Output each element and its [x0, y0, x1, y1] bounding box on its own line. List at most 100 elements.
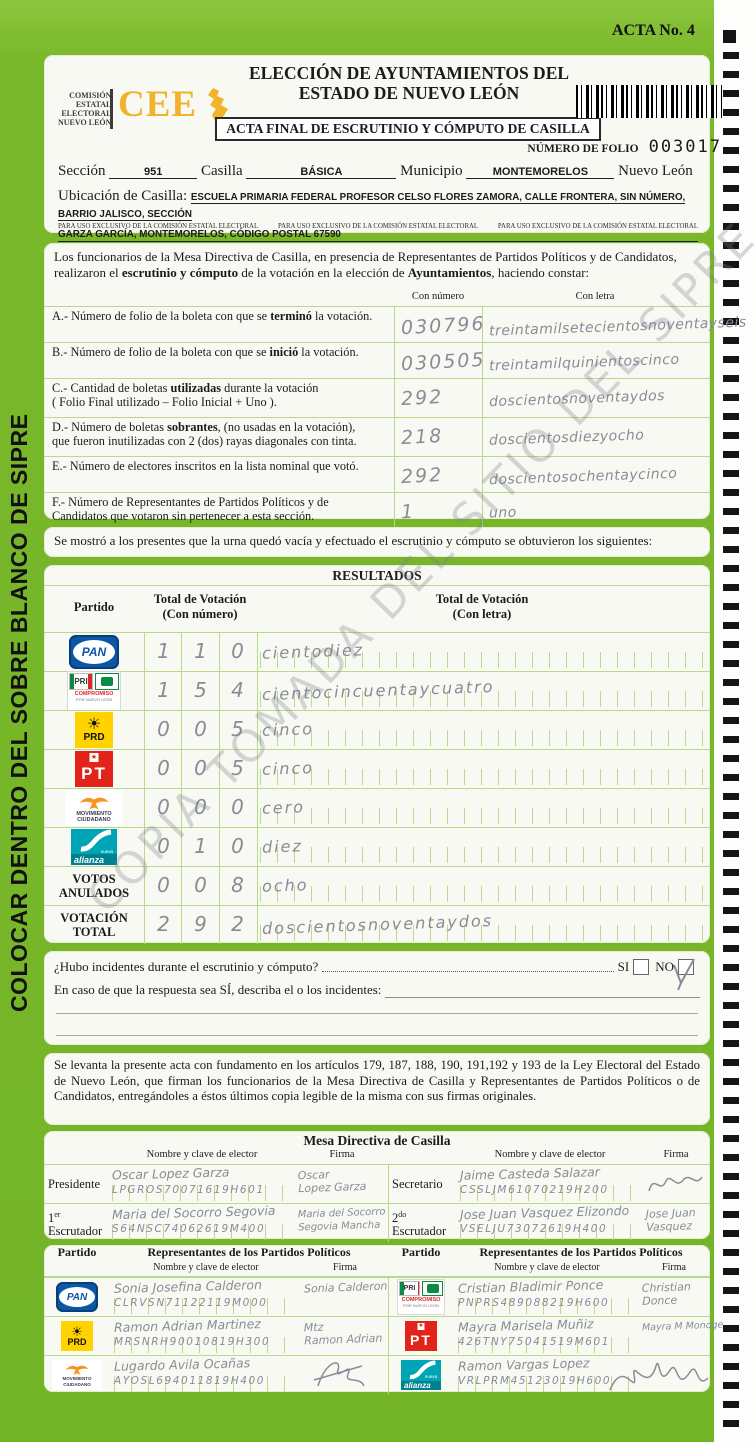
pan-logo-icon: PAN [44, 1278, 110, 1316]
result-row-alianza: nueva alianza 0 1 0 diez [44, 827, 710, 866]
describe-blank-line[interactable] [385, 997, 700, 998]
votes-number-cell: 0 0 0 [144, 789, 258, 827]
count-label: C.- Cantidad de boletas utilizadas duran… [52, 381, 319, 409]
digit: 0 [194, 717, 207, 741]
digit: 0 [157, 795, 170, 819]
digit: 0 [194, 756, 207, 780]
rep-pan-firma-cell: Sonia Calderon [302, 1278, 388, 1316]
rep-pt-nombre-cell: Mayra Marisela Muñiz 426TNY75041519M601 [454, 1316, 640, 1355]
cee-logo: CEE [118, 84, 198, 125]
describe-label: En caso de que la respuesta sea SÍ, desc… [54, 982, 382, 997]
handwritten-clave: VRLPRM45123019H600 [458, 1375, 612, 1387]
digit: 8 [231, 873, 244, 897]
handwritten-name: Maria del Socorro Segovia [111, 1202, 276, 1223]
reps-row-3: MOVIMIENTO CIUDADANO Lugardo Avila Ocañas… [44, 1355, 710, 1394]
handwritten-clave: 426TNY75041519M601 [458, 1336, 611, 1348]
pt-logo-icon: ★ PT [44, 750, 144, 788]
mesa-row-presidente-secretario: Presidente Oscar Lopez Garza LPGROS70071… [44, 1164, 710, 1203]
count-label: E.- Número de electores inscritos en la … [52, 459, 359, 473]
rep-prd-firma-cell: Mtz Ramon Adrian [302, 1317, 388, 1355]
incidents-question: ¿Hubo incidentes durante el escrutinio y… [54, 959, 319, 974]
result-row-pri: PRI COMPROMISO POR NUEVO LEÓN 1 5 4 cien… [44, 671, 710, 711]
votes-letter-cell: ocho [256, 867, 708, 905]
count-label: B.- Número de folio de la boleta con que… [52, 345, 359, 359]
count-row-f: F.- Número de Representantes de Partidos… [44, 492, 710, 530]
title-line-2: ESTADO DE NUEVO LEÓN [298, 83, 520, 103]
org-line: ELECTORAL [61, 109, 112, 118]
pt-logo-icon: ★ PT [388, 1317, 454, 1355]
handwritten-name: Oscar Lopez Garza [111, 1164, 230, 1183]
col-nombre-clave: Nombre y clave de elector [146, 1149, 258, 1160]
digit: 1 [157, 639, 170, 663]
label-line: VOTACIÓN [60, 911, 128, 925]
votes-letter-cell: cero [256, 789, 708, 827]
rep-prd-nombre-cell: Ramon Adrian Martinez MRSNRH90010819H300 [110, 1316, 302, 1355]
digit: 1 [157, 678, 170, 702]
col-nombre-clave: Nombre y clave de elector [494, 1149, 606, 1160]
votes-number-cell: 0 0 5 [144, 750, 258, 788]
presidente-firma-cell: Oscar Lopez Garza [296, 1165, 388, 1203]
handwritten-name: Jaime Casteda Salazar [459, 1164, 600, 1183]
handwritten-letters: cero [261, 797, 306, 818]
mesa-row-escrutadores: 1er Escrutador Maria del Socorro Segovia… [44, 1203, 710, 1242]
si-checkbox[interactable] [633, 959, 650, 975]
digit: 0 [231, 795, 244, 819]
count-number-cell: 030505 [394, 343, 486, 378]
col-nombre-clave: Nombre y clave de elector [494, 1262, 600, 1273]
section-row: Sección 951 Casilla BÁSICA Municipio MON… [58, 163, 698, 180]
digit: 0 [157, 756, 170, 780]
signature-scribble [313, 1362, 365, 1387]
uso-exclusivo-note: PARA USO EXCLUSIVO DE LA COMISIÓN ESTATA… [58, 223, 259, 230]
rep-alianza-nombre-cell: Ramon Vargas Lopez VRLPRM45123019H600 [454, 1355, 640, 1394]
digit: 9 [194, 912, 207, 936]
col-total-numero: Total de Votación (Con número) [144, 592, 256, 622]
mc-text-2: CIUDADANO [63, 1382, 91, 1387]
check-swoosh-icon [80, 829, 112, 852]
count-number-cell: 1 [394, 493, 483, 530]
nueva-alianza-logo-icon: nueva alianza [388, 1356, 454, 1394]
blank-line[interactable] [56, 1013, 698, 1014]
col-con-numero: Con número [411, 291, 465, 302]
handwritten-letters: ocho [261, 875, 309, 896]
votes-letter-cell: doscientosnoventaydos [256, 906, 708, 944]
handwritten-letters: treintamilsetecientosnoventayseis [488, 314, 747, 340]
col-firma: Firma [329, 1149, 355, 1160]
count-number-cell: 292 [394, 379, 483, 417]
digit: 0 [157, 834, 170, 858]
reps-header: Partido Representantes de los Partidos P… [44, 1245, 710, 1262]
handwritten-checkmark [673, 958, 695, 991]
blank-line[interactable] [56, 1035, 698, 1036]
secretario-nombre-cell: Jaime Casteda Salazar CSSLJM61070219H200 [456, 1164, 644, 1203]
org-line: ESTATAL [75, 100, 112, 109]
handwritten-clave: LPGROS70071619H601 [112, 1184, 265, 1196]
handwritten-letters: cinco [261, 758, 315, 779]
prd-logo-icon: ☀ PRD [44, 1317, 110, 1355]
handwritten-firma: Sonia Calderon [303, 1279, 388, 1296]
prd-logo-icon: ☀ PRD [44, 711, 144, 749]
col-line: (Con número) [162, 607, 238, 621]
col-partido: Partido [401, 1245, 441, 1259]
ubicacion-line2: GARZA GARCÍA, MONTEMORELOS, CÓDIGO POSTA… [58, 229, 698, 242]
count-number-cell: 292 [394, 457, 483, 492]
col-line: Total de Votación [435, 592, 529, 606]
legal-paragraph: Se levanta la presente acta con fundamen… [54, 1058, 700, 1103]
votes-number-cell: 0 0 8 [144, 867, 258, 905]
title-line-1: ELECCIÓN DE AYUNTAMIENTOS DEL [248, 63, 570, 83]
col-firma: Firma [662, 1262, 686, 1273]
movimiento-ciudadano-logo-icon: MOVIMIENTO CIUDADANO [44, 789, 144, 827]
digit: 2 [157, 912, 170, 936]
rep-pri-firma-cell: Christian Donce [640, 1278, 708, 1316]
pri-compromiso-logo-icon: PRI COMPROMISO POR NUEVO LEÓN [44, 671, 144, 711]
incidents-describe-row: En caso de que la respuesta sea SÍ, desc… [44, 975, 710, 998]
si-label: SI [617, 959, 630, 974]
ubicacion-row: Ubicación de Casilla: ESCUELA PRIMARIA F… [58, 188, 702, 242]
rep-alianza-firma-cell [609, 1356, 709, 1394]
result-row-anulados: VOTOS ANULADOS 0 0 8 ocho [44, 866, 710, 905]
escrutador1-nombre-cell: Maria del Socorro Segovia S64NSC74062619… [108, 1202, 296, 1242]
reps-row-2: ☀ PRD Ramon Adrian Martinez MRSNRH9001081… [44, 1316, 723, 1355]
prd-logo-text: PRD [83, 732, 105, 743]
col-partido: Partido [73, 600, 115, 614]
votacion-total-label: VOTACIÓN TOTAL [44, 906, 144, 944]
results-section: RESULTADOS Partido Total de Votación (Co… [44, 565, 710, 944]
